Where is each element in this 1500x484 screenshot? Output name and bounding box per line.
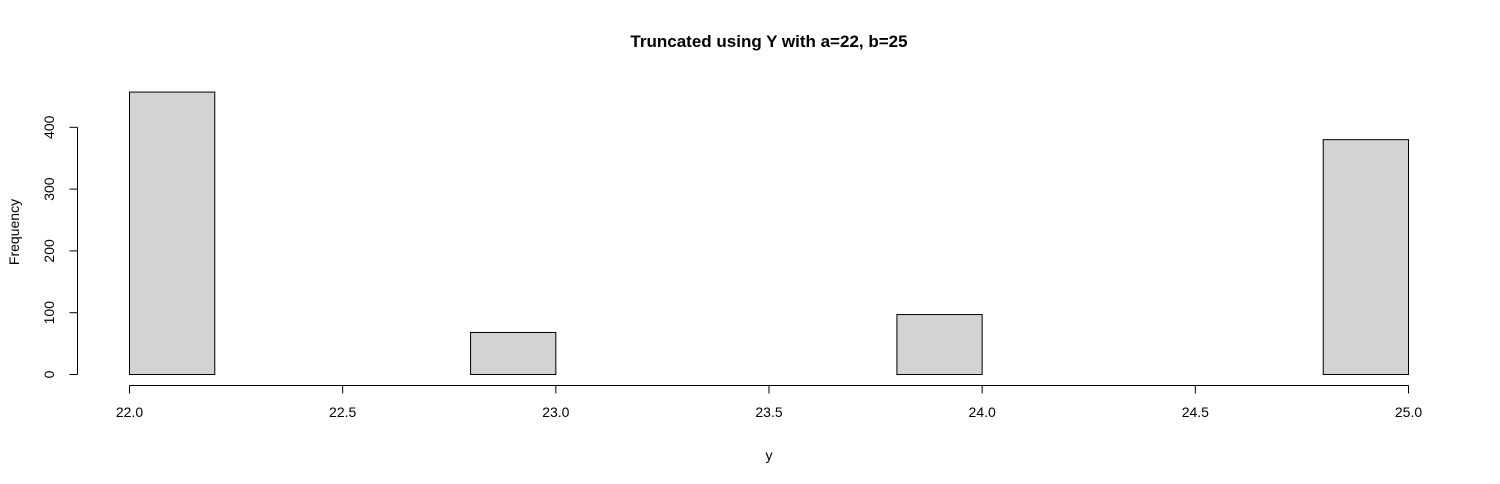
x-tick-label: 23.5 [755,404,782,420]
x-tick-label: 22.0 [116,404,143,420]
x-tick-label: 22.5 [329,404,356,420]
y-tick-label: 300 [41,177,57,201]
y-axis-label: Frequency [6,199,22,265]
y-tick-label: 0 [41,370,57,378]
x-tick-label: 24.0 [969,404,996,420]
histogram-bar [470,331,557,376]
x-tick-label: 25.0 [1395,404,1422,420]
y-tick-label: 100 [41,301,57,325]
histogram-bar [129,91,216,375]
histogram-bar [896,314,983,375]
chart-title: Truncated using Y with a=22, b=25 [630,32,907,51]
x-axis-label: y [766,447,773,463]
y-tick-label: 400 [41,115,57,139]
x-tick-label: 24.5 [1182,404,1209,420]
x-axis: 22.0 22.5 23.0 23.5 24.0 24.5 25.0 [116,385,1422,420]
y-axis: 0 100 200 300 400 [41,115,78,378]
x-tick-label: 23.0 [542,404,569,420]
y-tick-label: 200 [41,239,57,263]
histogram-bar [1322,139,1409,375]
bars-group [129,91,1409,376]
